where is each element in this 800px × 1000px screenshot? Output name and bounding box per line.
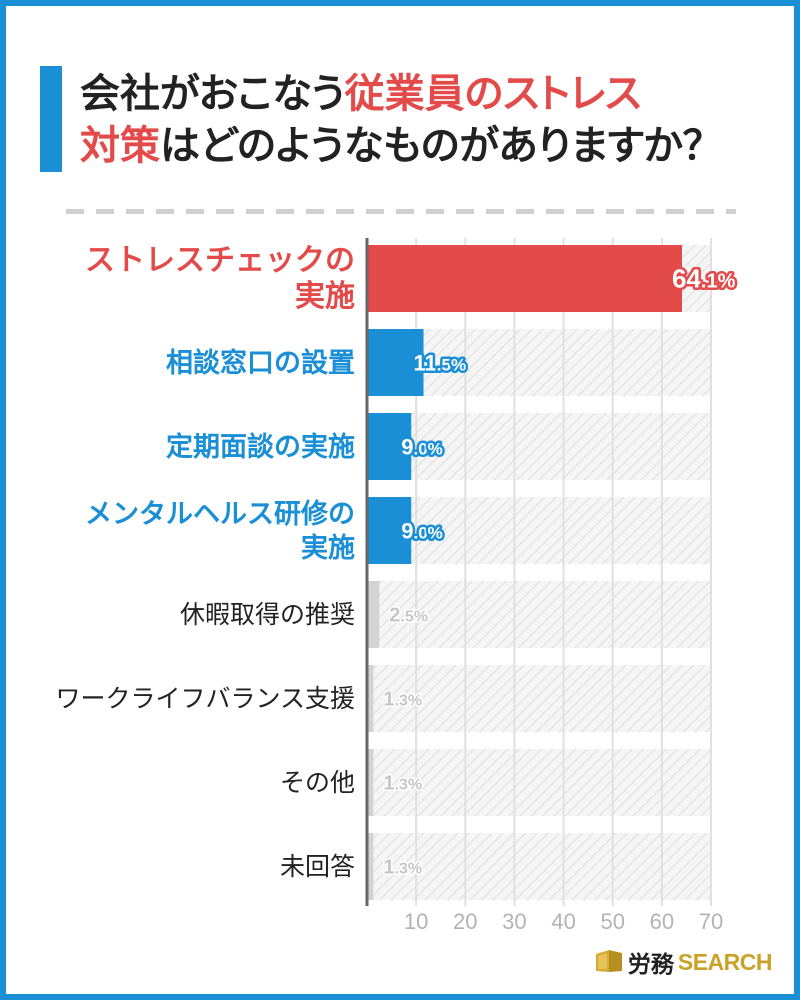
title-line-1: 会社がおこなう従業員のストレス: [80, 68, 780, 120]
title-accent-bar: [40, 66, 62, 172]
title-highlight: 従業員のストレス: [344, 72, 642, 116]
bar: [367, 245, 683, 312]
brand-logo: 労務 SEARCH: [594, 946, 773, 978]
book-icon: [594, 947, 624, 978]
value-label: 9.0%: [401, 519, 443, 544]
title-text: はどのようなものがありますか？: [160, 124, 703, 168]
value-labels: 64.1% 11.5% 9.0% 9.0% 2.5% 1.3% 1.3% 1.3%: [382, 261, 738, 880]
title-line-2: 対策はどのようなものがありますか？: [80, 120, 780, 172]
row-background: [367, 497, 711, 564]
value-label: 64.1%: [672, 264, 736, 294]
tick-label: 30: [502, 909, 526, 934]
row-background: [367, 665, 711, 732]
dashed-divider: [66, 209, 736, 214]
tick-label: 60: [650, 909, 674, 934]
bar: [367, 497, 412, 564]
bar: [367, 581, 380, 648]
value-label: 2.5%: [389, 605, 428, 627]
value-label: 1.3%: [383, 857, 422, 879]
logo-text-main: 労務: [627, 951, 674, 977]
bar: [367, 749, 374, 816]
tick-label: 10: [404, 909, 428, 934]
page-title: 会社がおこなう従業員のストレス 対策はどのようなものがありますか？: [80, 68, 780, 172]
bar: [367, 329, 424, 396]
bars: [367, 245, 683, 900]
value-label: 1.3%: [383, 689, 422, 711]
row-background: [367, 329, 711, 396]
x-axis-ticks: 10 20 30 40 50 60 70: [404, 909, 723, 934]
gridlines: [415, 238, 712, 906]
row-background: [367, 833, 711, 900]
value-label: 1.3%: [383, 773, 422, 795]
row-background: [367, 581, 711, 648]
value-label: 11.5%: [414, 351, 467, 376]
row-background: [367, 749, 711, 816]
tick-label: 70: [699, 909, 723, 934]
title-text: 会社がおこなう: [80, 72, 345, 116]
bar: [367, 413, 412, 480]
row-backgrounds: [367, 245, 711, 900]
logo-text-accent: SEARCH: [677, 948, 773, 975]
row-background: [367, 413, 711, 480]
value-label: 9.0%: [401, 435, 443, 460]
tick-label: 40: [551, 909, 575, 934]
bar: [367, 833, 374, 900]
title-highlight: 対策: [80, 124, 160, 168]
tick-label: 20: [453, 909, 477, 934]
tick-label: 50: [600, 909, 624, 934]
bar: [367, 665, 374, 732]
